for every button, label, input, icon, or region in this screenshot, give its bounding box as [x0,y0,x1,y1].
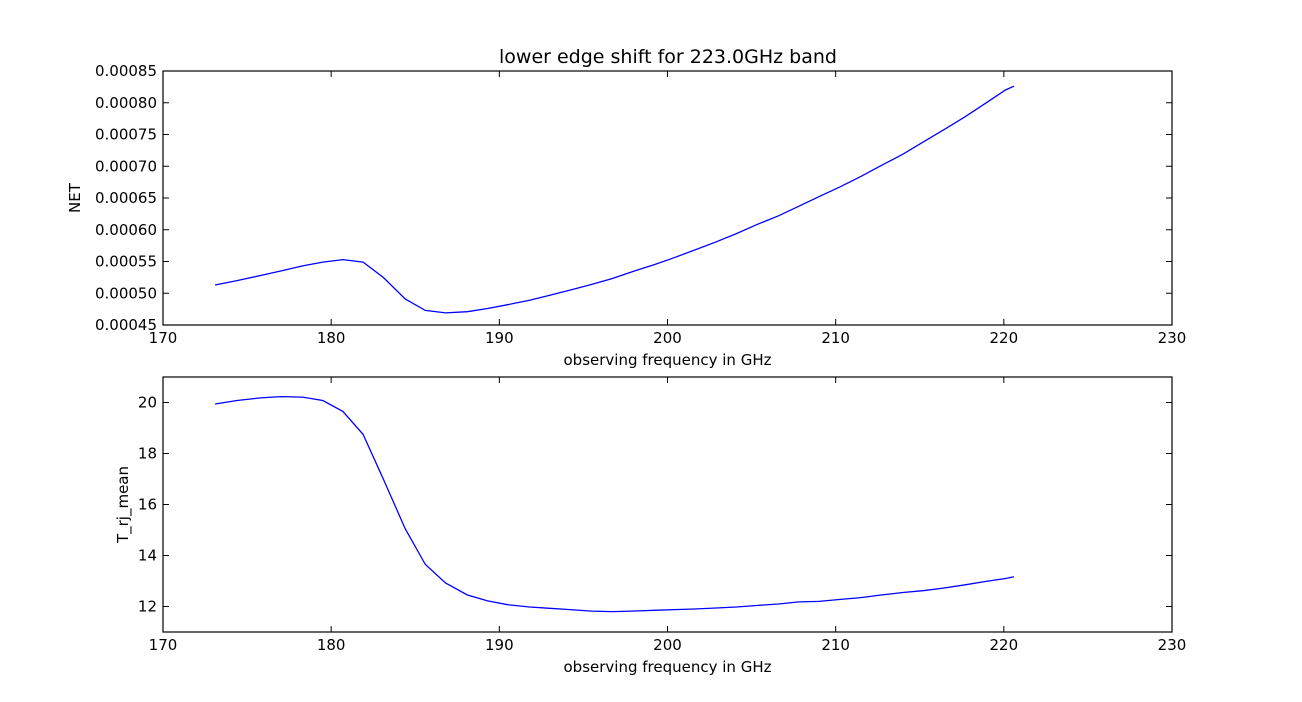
net-x-tick-label: 180 [317,329,346,347]
net-axes-frame [162,70,1173,326]
trj-y-tick-label: 20 [138,394,157,412]
net-y-tick-label: 0.00075 [95,126,157,144]
trj-x-tick-label: 210 [821,636,850,654]
net-y-tick-label: 0.00060 [95,221,157,239]
net-x-axis-label: observing frequency in GHz [564,351,772,369]
trj-y-tick-label: 12 [138,598,157,616]
trj-mean-subplot: 170 180 190 200 210 220 230 12 14 16 18 20 observing… [114,376,1187,676]
net-y-tick-label: 0.00045 [95,316,157,334]
trj-x-tick-label: 170 [149,636,178,654]
net-x-tick-label: 190 [485,329,514,347]
trj-y-axis-label: T_rj_mean [114,466,133,544]
trj-x-tick-label: 220 [990,636,1019,654]
net-y-axis-label: NET [66,182,84,213]
net-x-tick-label: 230 [1158,329,1187,347]
chart-title: lower edge shift for 223.0GHz band [499,46,837,68]
net-x-tick-label: 200 [653,329,682,347]
net-y-tick-label: 0.00085 [95,62,157,80]
net-y-tick-label: 0.00080 [95,94,157,112]
trj-x-tick-label: 190 [485,636,514,654]
net-y-tick-label: 0.00065 [95,189,157,207]
trj-y-tick-label: 16 [138,496,157,514]
net-y-tick-label: 0.00050 [95,284,157,302]
net-x-tick-label: 170 [149,329,178,347]
trj-y-tick-label: 18 [138,445,157,463]
trj-x-tick-label: 180 [317,636,346,654]
trj-x-tick-label: 200 [653,636,682,654]
trj-x-tick-label: 230 [1158,636,1187,654]
net-subplot: 170 180 190 200 210 220 230 0.00045 0.00050 0.000… [66,62,1186,369]
net-y-tick-label: 0.00055 [95,253,157,271]
trj-series-line [214,395,1015,613]
net-x-tick-label: 220 [990,329,1019,347]
net-x-tick-label: 210 [821,329,850,347]
trj-x-axis-label: observing frequency in GHz [564,658,772,676]
trj-y-tick-label: 14 [138,547,157,565]
trj-axes-frame [162,376,1173,633]
net-y-tick-label: 0.00070 [95,157,157,175]
net-series-line [214,85,1015,314]
